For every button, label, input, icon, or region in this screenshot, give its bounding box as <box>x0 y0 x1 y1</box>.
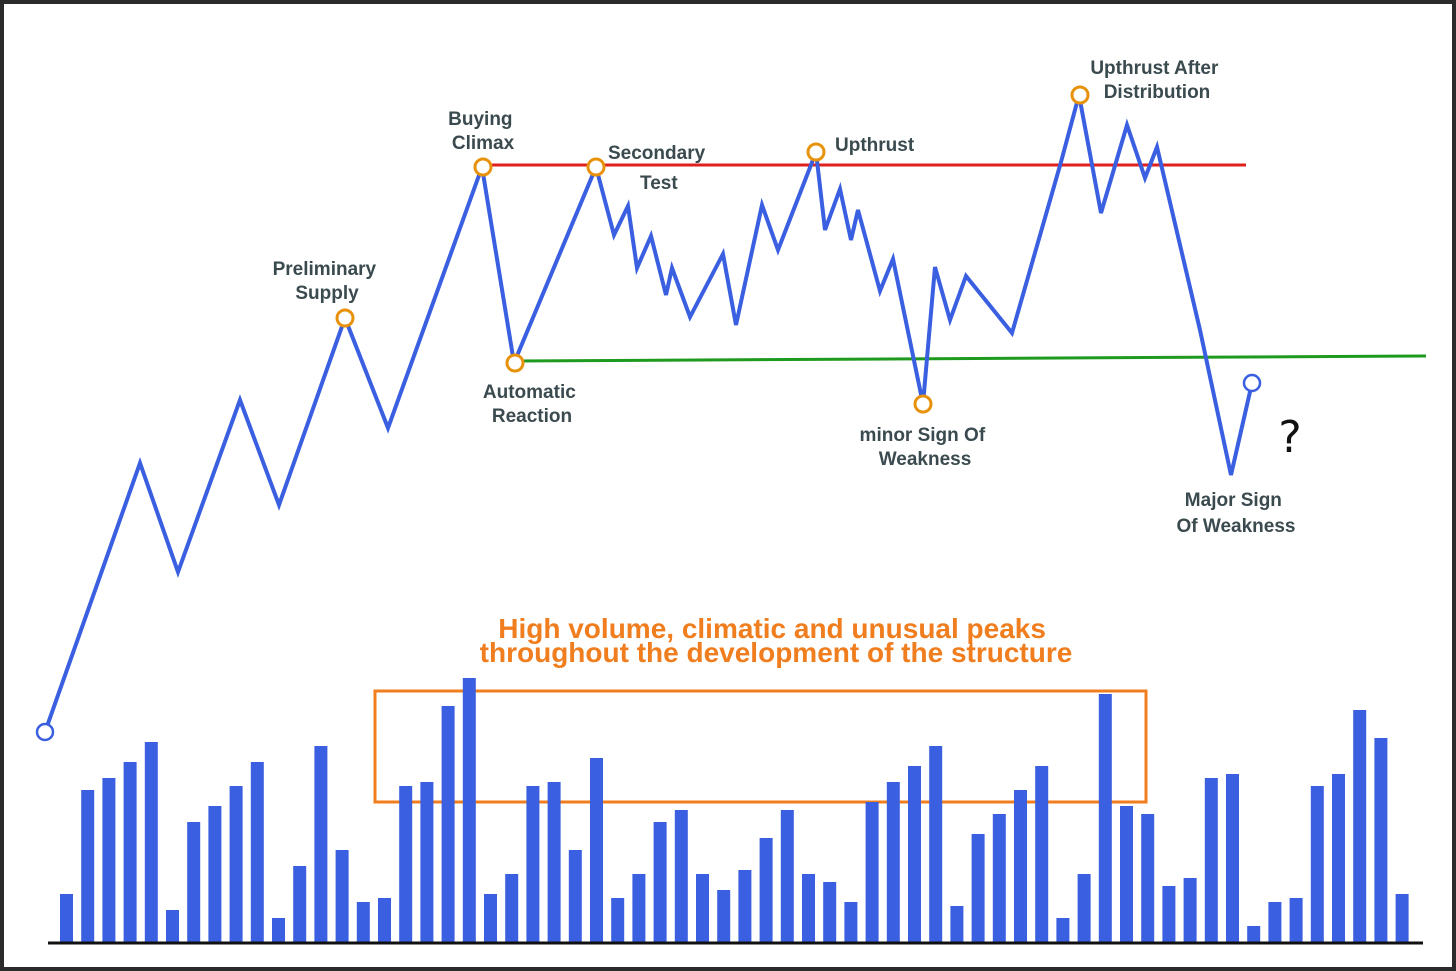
volume-bar <box>908 766 921 942</box>
volume-bar <box>250 762 264 942</box>
wyckoff-distribution-diagram: Preliminary Supply Buying Climax Seconda… <box>35 58 1427 945</box>
volume-bar <box>441 706 455 942</box>
volume-bar <box>865 802 879 942</box>
volume-bar <box>1014 790 1027 942</box>
volume-bar <box>1353 710 1367 942</box>
volume-bar <box>1226 774 1239 942</box>
volume-bar <box>780 810 794 942</box>
buying-climax-label: Buying Climax <box>448 109 518 154</box>
volume-bar <box>420 782 434 942</box>
volume-bar <box>1310 786 1324 942</box>
volume-bar <box>823 882 837 942</box>
secondary-test-marker <box>586 157 606 177</box>
volume-bar <box>611 898 625 942</box>
minor-sow-label: minor Sign Of Weakness <box>860 425 991 470</box>
volume-bar <box>1098 694 1112 942</box>
secondary-test-label: Secondary Test <box>608 143 710 194</box>
volume-bar <box>992 814 1006 942</box>
volume-bar <box>526 786 540 942</box>
volume-annotation: High volume, climatic and unusual peaks … <box>480 613 1073 668</box>
volume-bar <box>123 762 137 942</box>
volume-bar <box>484 894 497 942</box>
volume-bar <box>1077 874 1091 942</box>
buying-climax-marker <box>473 157 493 177</box>
volume-bar <box>314 746 328 942</box>
volume-bar <box>971 834 985 942</box>
volume-bar <box>335 850 349 942</box>
volume-bar <box>1247 926 1261 942</box>
upthrust-label: Upthrust <box>835 135 915 156</box>
end-marker <box>1242 373 1262 393</box>
support-line <box>514 354 1427 363</box>
volume-bar <box>547 782 561 942</box>
volume-bar <box>802 874 815 942</box>
volume-bar <box>462 678 476 942</box>
automatic-reaction-marker <box>505 353 525 373</box>
volume-bar <box>717 890 731 942</box>
volume-bars <box>60 678 1409 942</box>
volume-bar <box>505 874 519 942</box>
volume-bar <box>187 822 201 942</box>
volume-bar <box>1056 918 1070 942</box>
volume-bar <box>272 918 285 942</box>
volume-bar <box>738 870 752 942</box>
volume-bar <box>166 910 179 942</box>
volume-bar <box>102 778 116 942</box>
automatic-reaction-label: Automatic Reaction <box>483 382 581 427</box>
volume-bar <box>1141 814 1155 942</box>
price-line <box>43 94 1254 733</box>
major-sow-label: Major Sign Of Weakness <box>1177 490 1296 537</box>
upthrust-marker <box>806 142 826 162</box>
volume-bar <box>1374 738 1388 942</box>
volume-bar <box>1395 894 1409 942</box>
utad-label: Upthrust After Distribution <box>1090 58 1223 103</box>
question-mark: ? <box>1278 412 1301 463</box>
volume-bar <box>144 742 158 942</box>
volume-highlight-box <box>373 689 1148 804</box>
volume-bar <box>1268 902 1282 942</box>
volume-bar <box>886 782 900 942</box>
volume-bar <box>378 898 391 942</box>
volume-bar <box>399 786 413 942</box>
volume-bar <box>696 874 709 942</box>
volume-bar <box>1183 878 1197 942</box>
volume-bar <box>632 874 646 942</box>
preliminary-supply-marker <box>335 308 355 328</box>
volume-bar <box>1162 886 1176 942</box>
volume-bar <box>653 822 667 942</box>
volume-bar <box>208 806 222 942</box>
volume-bar <box>1204 778 1218 942</box>
volume-bar <box>81 790 95 942</box>
volume-bar <box>674 810 688 942</box>
volume-bar <box>60 894 73 942</box>
utad-marker <box>1070 85 1090 105</box>
volume-bar <box>293 866 307 942</box>
volume-bar <box>229 786 243 942</box>
volume-bar <box>759 838 773 942</box>
volume-bar <box>568 850 582 942</box>
start-marker <box>35 722 55 742</box>
volume-bar <box>844 902 858 942</box>
volume-bar <box>590 758 603 942</box>
volume-bar <box>356 902 370 942</box>
volume-bar <box>1120 806 1133 942</box>
preliminary-supply-label: Preliminary Supply <box>273 259 382 304</box>
minor-sow-marker <box>913 394 933 414</box>
volume-bar <box>1035 766 1049 942</box>
volume-bar <box>1332 774 1345 942</box>
volume-bar <box>929 746 943 942</box>
volume-bar <box>950 906 964 942</box>
volume-bar <box>1289 898 1303 942</box>
